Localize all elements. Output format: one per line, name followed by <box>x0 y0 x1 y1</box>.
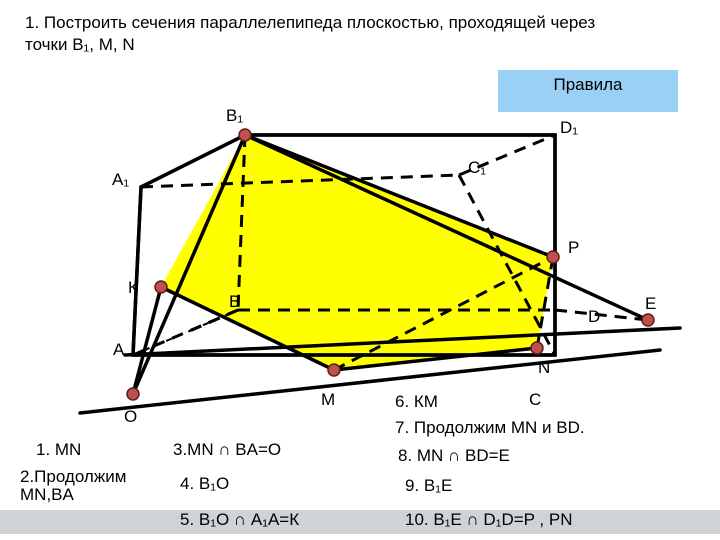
construction-step: 3.MN ∩ BA=O <box>173 440 281 460</box>
construction-step: 7. Продолжим MN и BD. <box>395 418 585 438</box>
point-label: B₁ <box>226 106 243 126</box>
vertex-point <box>328 364 340 376</box>
construction-step: 10. B₁E ∩ D₁D=P , PN <box>405 510 572 530</box>
construction-step: 6. КМ <box>395 392 438 412</box>
vertex-point <box>239 129 251 141</box>
construction-step: 9. В₁E <box>405 476 452 496</box>
section-polygon <box>161 135 553 370</box>
vertex-label: D <box>588 307 600 327</box>
vertex-point <box>642 314 654 326</box>
vertex-point <box>547 251 559 263</box>
point-label: N <box>538 358 550 378</box>
point-label: К <box>128 278 138 298</box>
construction-step: 4. В₁О <box>180 474 229 494</box>
vertex-label: А <box>113 340 124 360</box>
point-label: М <box>321 390 335 410</box>
point-label: Р <box>568 238 579 258</box>
vertex-point <box>127 388 139 400</box>
construction-step: 5. В₁О ∩ А₁А=К <box>180 510 299 530</box>
construction-step: 1. МN <box>36 440 81 460</box>
vertex-point <box>155 281 167 293</box>
vertex-label: C₁ <box>468 158 486 178</box>
vertex-label: A₁ <box>112 170 129 190</box>
vertex-label: B <box>229 292 240 312</box>
construction-step: МN,BА <box>20 485 74 505</box>
parallelepiped-diagram <box>0 0 720 540</box>
construction-step: 2.Продолжим <box>20 467 126 487</box>
construction-step: 8. MN ∩ BD=E <box>398 446 510 466</box>
point-label: Е <box>645 294 656 314</box>
point-label: О <box>124 407 137 427</box>
vertex-label: С <box>529 390 541 410</box>
solid-edge <box>133 187 141 355</box>
vertex-label: D₁ <box>560 118 578 138</box>
vertex-point <box>531 342 543 354</box>
